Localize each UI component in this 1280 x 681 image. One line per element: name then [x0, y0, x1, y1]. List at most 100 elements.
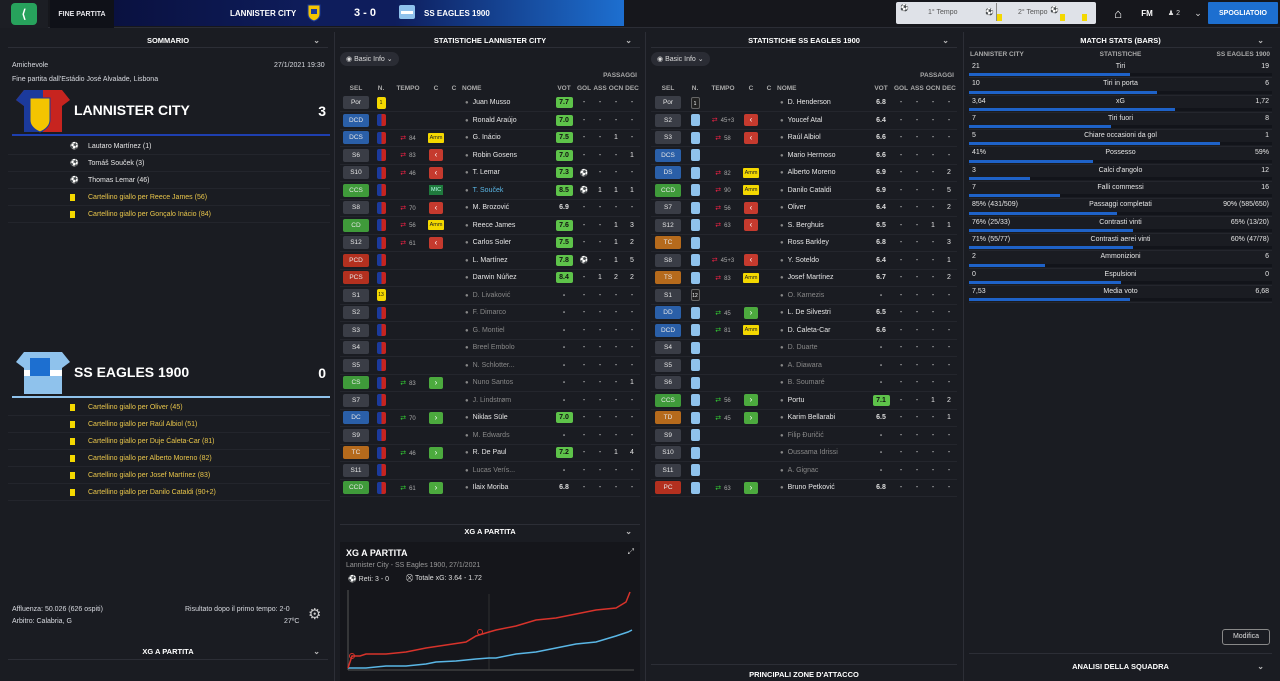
- col-sel[interactable]: SEL: [349, 84, 363, 92]
- team-analysis-header[interactable]: ANALISI DELLA SQUADRA ⌄: [969, 653, 1272, 681]
- player-name[interactable]: N. Schlotter...: [472, 361, 515, 369]
- player-row[interactable]: TD ⇄ 45 › ● Karim Bellarabi 6.5- - -1: [651, 409, 957, 427]
- position-badge[interactable]: S2: [655, 113, 681, 127]
- player-row[interactable]: S2 ● F. Dimarco - - - - -: [340, 304, 640, 322]
- player-row[interactable]: DCS ⇄ 84 Amm ● G. Inácio 7.5- -1-: [340, 129, 640, 147]
- sub-in-icon[interactable]: ›: [429, 376, 443, 389]
- position-badge[interactable]: DCS: [343, 131, 369, 145]
- position-badge[interactable]: S11: [655, 463, 681, 477]
- sub-in-icon[interactable]: ›: [744, 306, 758, 319]
- xg-section-header[interactable]: XG A PARTITA ⌄: [8, 645, 328, 660]
- player-row[interactable]: CCS MIC ● T. Souček 8.5 ⚽ 1 1 1: [340, 181, 640, 200]
- users-button[interactable]: ♟ 2: [1160, 2, 1188, 24]
- position-badge[interactable]: S12: [343, 236, 369, 250]
- col-c2[interactable]: C: [451, 84, 457, 92]
- player-name[interactable]: D. Ćaleta-Car: [787, 326, 831, 334]
- player-name[interactable]: T. Souček: [472, 186, 504, 194]
- position-badge[interactable]: CS: [343, 376, 369, 390]
- player-row[interactable]: S9 ● M. Edwards - - - - -: [340, 426, 640, 445]
- col-ass[interactable]: ASS: [910, 84, 924, 92]
- player-name[interactable]: S. Berghuis: [787, 221, 824, 229]
- player-name[interactable]: Ilaix Moriba: [472, 484, 509, 492]
- sub-out-icon[interactable]: ‹: [429, 149, 443, 162]
- col-ass[interactable]: ASS: [593, 84, 607, 92]
- position-badge[interactable]: TC: [343, 446, 369, 460]
- player-row[interactable]: S3 ⇄ 58 ‹ ● Raúl Albiol 6.6- - - -: [651, 129, 957, 147]
- col-tempo[interactable]: TEMPO: [396, 84, 420, 92]
- col-sel[interactable]: SEL: [661, 84, 675, 92]
- player-name[interactable]: Robin Gosens: [472, 151, 517, 159]
- col-tempo[interactable]: TEMPO: [711, 84, 735, 92]
- spogliatoio-button[interactable]: SPOGLIATOIO: [1208, 2, 1278, 24]
- goal-event[interactable]: ⚽ Thomas Lemar (46): [8, 172, 330, 189]
- position-badge[interactable]: TD: [655, 411, 681, 425]
- attack-zones-header[interactable]: PRINCIPALI ZONE D'ATTACCO: [651, 664, 957, 681]
- col-c1[interactable]: C: [748, 84, 754, 92]
- sub-in-icon[interactable]: ›: [744, 481, 758, 494]
- col-vot[interactable]: VOT: [557, 84, 571, 92]
- player-row[interactable]: CCS ⇄ 56 › ● Portu 7.1- -1 2: [651, 391, 957, 410]
- player-name[interactable]: A. Diawara: [787, 361, 822, 369]
- goal-event[interactable]: ⚽ Tomáš Souček (3): [8, 155, 330, 172]
- player-row[interactable]: S6 ⇄ 83 ‹ ● Robin Gosens 7.0- - -1: [340, 146, 640, 165]
- position-badge[interactable]: CCS: [655, 393, 681, 407]
- player-row[interactable]: S7 ⇄ 56 ‹ ● Oliver 6.4- - -2: [651, 199, 957, 217]
- player-name[interactable]: Karim Bellarabi: [787, 414, 836, 422]
- game-logo-icon[interactable]: ⟨: [0, 0, 48, 28]
- col-ocn[interactable]: OCN: [925, 84, 941, 92]
- position-badge[interactable]: S4: [655, 341, 681, 355]
- home-stats-header[interactable]: STATISTICHE LANNISTER CITY ⌄: [340, 34, 640, 48]
- position-badge[interactable]: Por: [343, 96, 369, 109]
- player-name[interactable]: D. Livaković: [472, 291, 511, 299]
- position-badge[interactable]: CCD: [655, 183, 681, 197]
- player-name[interactable]: Mario Hermoso: [787, 151, 836, 159]
- player-row[interactable]: CCD ⇄ 90 Amm ● Danilo Cataldi 6.9- - -5: [651, 181, 957, 200]
- goal-event[interactable]: ⚽ Lautaro Martínez (1): [8, 138, 330, 155]
- weather-gear-icon[interactable]: ⚙: [308, 606, 322, 623]
- player-name[interactable]: G. Montiel: [472, 326, 505, 334]
- player-name[interactable]: Danilo Cataldi: [787, 186, 832, 194]
- player-name[interactable]: Ronald Araújo: [472, 116, 517, 124]
- chevron-down-icon[interactable]: ⌄: [625, 527, 632, 536]
- position-badge[interactable]: S5: [343, 358, 369, 372]
- position-badge[interactable]: S2: [343, 306, 369, 320]
- card-event[interactable]: Cartellino giallo per Raúl Albiol (51): [8, 416, 330, 433]
- player-row[interactable]: CS ⇄ 83 › ● Nuno Santos - - - -1: [340, 374, 640, 392]
- position-badge[interactable]: S11: [343, 463, 369, 477]
- position-badge[interactable]: CCD: [343, 481, 369, 495]
- position-badge[interactable]: S4: [343, 341, 369, 355]
- col-dec[interactable]: DEC: [942, 84, 956, 92]
- player-row[interactable]: S3 ● G. Montiel - - - - -: [340, 321, 640, 340]
- player-row[interactable]: DS ⇄ 82 Amm ● Alberto Moreno 6.9- - -2: [651, 164, 957, 182]
- player-row[interactable]: DC ⇄ 70 › ● Niklas Süle 7.0- - - -: [340, 409, 640, 427]
- player-name[interactable]: Filip Đuričić: [787, 431, 824, 439]
- player-row[interactable]: S7 ● J. Lindstrøm - - - - -: [340, 391, 640, 410]
- player-row[interactable]: TS ⇄ 83 Amm ● Josef Martínez 6.7- - -2: [651, 269, 957, 287]
- col-nome[interactable]: NOME: [462, 84, 482, 92]
- position-badge[interactable]: S8: [655, 253, 681, 267]
- position-badge[interactable]: PC: [655, 481, 681, 495]
- position-badge[interactable]: PCD: [343, 253, 369, 267]
- sub-out-icon[interactable]: ‹: [744, 254, 758, 267]
- home-team-header[interactable]: LANNISTER CITY 3: [12, 86, 330, 136]
- player-row[interactable]: S10 ⇄ 46 ‹ ● T. Lemar 7.3 ⚽ - - -: [340, 164, 640, 182]
- position-badge[interactable]: S9: [343, 428, 369, 442]
- player-name[interactable]: Portu: [787, 396, 805, 404]
- player-row[interactable]: S4 ● Breel Embolo - - - - -: [340, 339, 640, 357]
- sub-in-icon[interactable]: ›: [429, 411, 443, 424]
- position-badge[interactable]: S9: [655, 428, 681, 442]
- chevron-down-icon[interactable]: ⌄: [313, 647, 320, 656]
- col-c2[interactable]: C: [766, 84, 772, 92]
- player-name[interactable]: M. Brozović: [472, 204, 510, 212]
- player-name[interactable]: Josef Martínez: [787, 274, 834, 282]
- col-gol[interactable]: GOL: [576, 84, 592, 92]
- player-row[interactable]: S10 ● Oussama Idrissi - - - - -: [651, 444, 957, 462]
- basic-info-dropdown[interactable]: ◉ Basic Info ⌄: [340, 52, 399, 66]
- player-name[interactable]: Breel Embolo: [472, 344, 515, 352]
- match-stats-header[interactable]: MATCH STATS (BARS) ⌄: [969, 34, 1272, 48]
- player-name[interactable]: Ross Barkley: [787, 239, 829, 247]
- home-team-name[interactable]: LANNISTER CITY: [230, 9, 297, 18]
- position-badge[interactable]: DCS: [655, 148, 681, 162]
- player-row[interactable]: PC ⇄ 63 › ● Bruno Petković 6.8- - - -: [651, 479, 957, 497]
- position-badge[interactable]: TS: [655, 271, 681, 285]
